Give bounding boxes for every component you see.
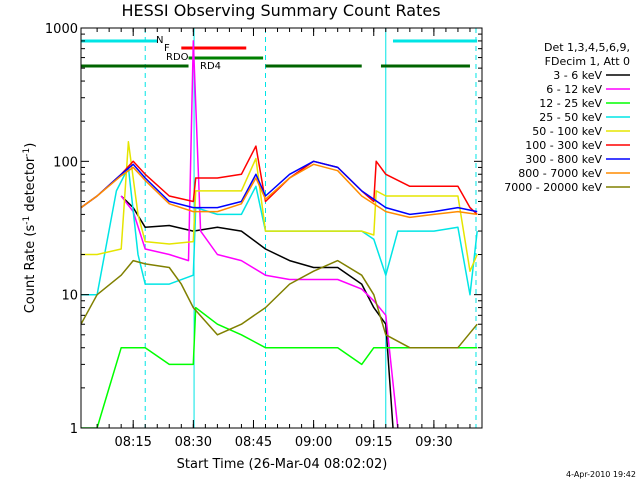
x-axis: 08:15 08:30 08:45 09:00 09:15 09:30 [96,28,471,450]
flag-n-label: N [156,35,163,46]
legend: Det 1,3,4,5,6,9,FDecim 1, Att 03 - 6 keV… [504,41,630,194]
y-axis-label-sup1: -1 [22,216,32,225]
legend-label-100-300-kev: 100 - 300 keV [525,139,602,152]
y-tick-label: 100 [53,155,78,170]
legend-header-line: Det 1,3,4,5,6,9, [544,41,630,54]
y-axis-label-sup2: -1 [22,148,32,157]
data-series [81,40,478,428]
y-tick-label: 10 [61,289,78,304]
x-tick-label: 08:15 [114,435,151,450]
y-axis: 1 10 100 1000 [45,22,482,437]
flag-f-label: F [164,43,170,54]
legend-label-6-12-kev: 6 - 12 keV [546,83,602,96]
legend-label-300-800-kev: 300 - 800 keV [525,153,602,166]
plot-frame [80,27,483,429]
y-axis-label-main: Count Rate (s [23,225,38,314]
y-axis-label-end: ) [23,143,38,148]
x-tick-label: 09:00 [295,435,332,450]
flag-rd4-label: RD4 [200,61,221,72]
x-tick-label: 09:30 [415,435,452,450]
y-tick-label: 1000 [45,22,78,37]
series-6-12-kev [120,40,399,428]
series-50-100-kev [81,141,478,272]
legend-label-50-100-kev: 50 - 100 keV [532,125,602,138]
chart-title: HESSI Observing Summary Count Rates [121,1,440,20]
y-axis-label-mid: detector [23,156,38,216]
series-12-25-kev [81,306,478,428]
legend-label-800-7000-kev: 800 - 7000 keV [518,167,602,180]
series-7000-20000-kev [81,259,478,349]
flag-rdo-label: RDO [166,52,189,63]
series-3-6-kev [120,195,394,428]
series-300-800-kev [81,160,478,216]
series-800-7000-kev [81,163,478,219]
x-tick-label: 08:30 [175,435,212,450]
legend-label-7000-20000-kev: 7000 - 20000 keV [504,181,602,194]
y-axis-label: Count Rate (s-1 detector-1) [22,143,38,314]
timestamp: 4-Apr-2010 19:42 [566,470,636,479]
x-tick-label: 08:45 [235,435,272,450]
legend-label-25-50-kev: 25 - 50 keV [539,111,602,124]
x-tick-label: 09:15 [355,435,392,450]
series-100-300-kev [81,145,478,215]
legend-label-12-25-kev: 12 - 25 keV [539,97,602,110]
x-axis-label: Start Time (26-Mar-04 08:02:02) [177,457,388,472]
y-tick-label: 1 [70,422,78,437]
legend-header-line: FDecim 1, Att 0 [545,55,630,68]
legend-label-3-6-kev: 3 - 6 keV [553,69,602,82]
